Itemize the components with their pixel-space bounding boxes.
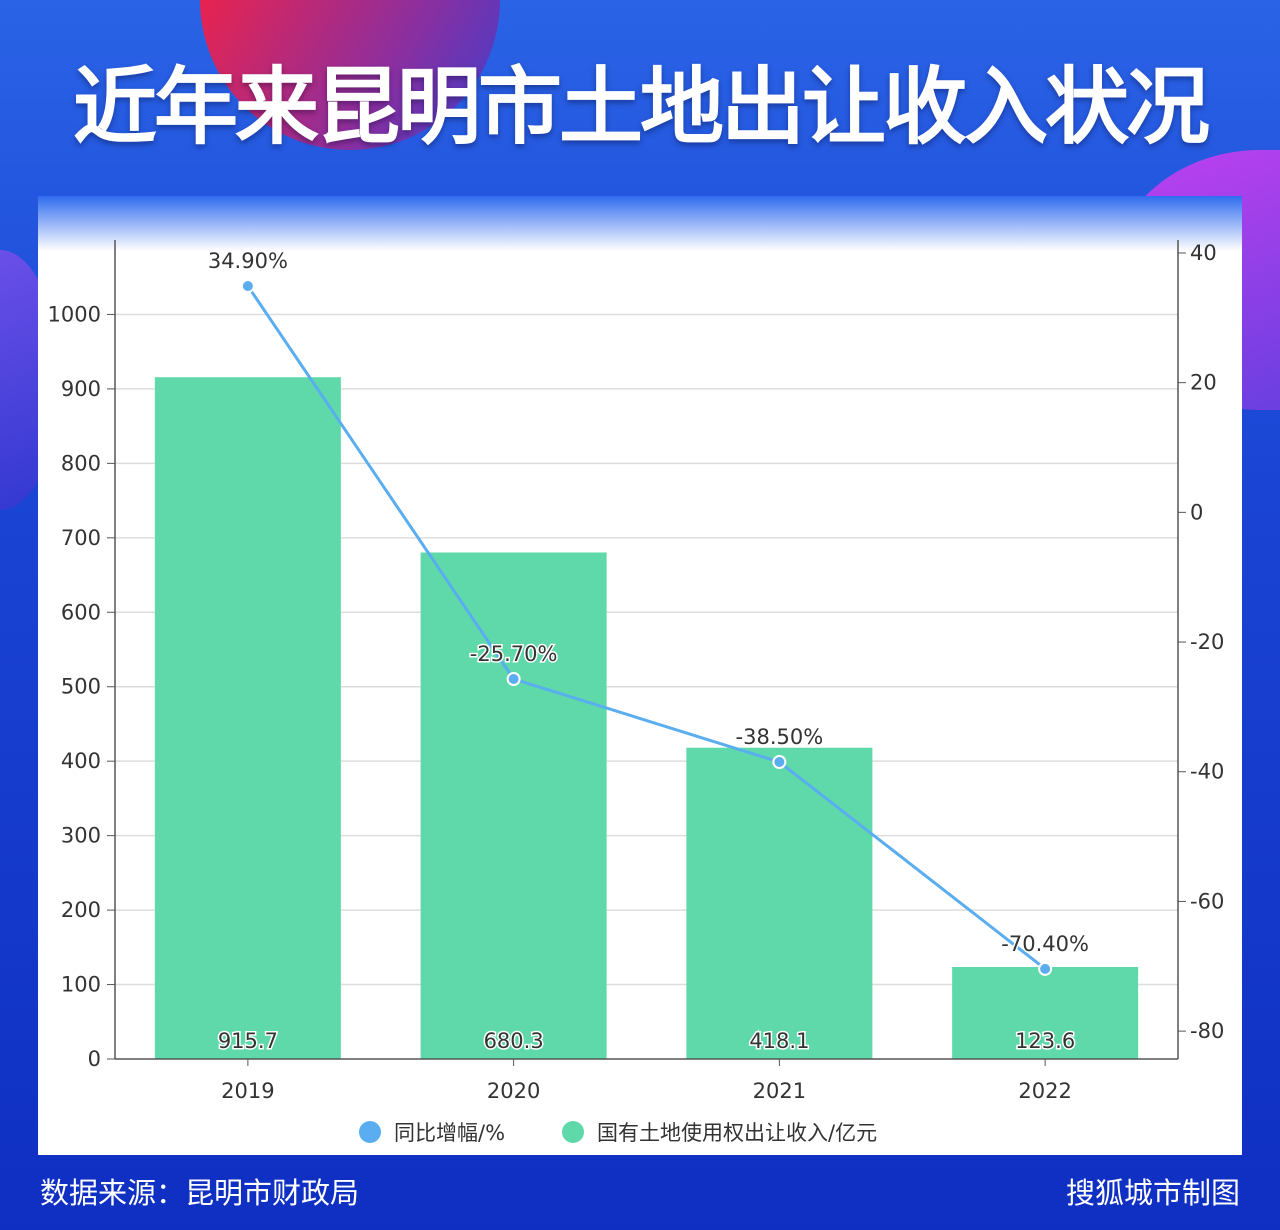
legend-label-revenue: 国有土地使用权出让收入/亿元 bbox=[597, 1121, 877, 1145]
x-tick-label: 2021 bbox=[753, 1079, 806, 1103]
right-tick-label: 0 bbox=[1190, 500, 1203, 524]
bar-value-label: 680.3 bbox=[484, 1029, 544, 1053]
bar-2022 bbox=[952, 966, 1139, 1059]
right-tick-label: -80 bbox=[1190, 1019, 1224, 1043]
left-tick-label: 300 bbox=[61, 824, 101, 848]
bar-value-label: 915.7 bbox=[218, 1029, 278, 1053]
page-title: 近年来昆明市土地出让收入状况 bbox=[72, 58, 1210, 156]
growth-value-label: -38.50% bbox=[736, 725, 824, 749]
bar-value-label: 418.1 bbox=[749, 1029, 809, 1053]
bar-2021 bbox=[686, 747, 873, 1059]
credit: 搜狐城市制图 bbox=[1065, 1176, 1240, 1210]
bar-2019 bbox=[154, 377, 341, 1059]
right-tick-label: -20 bbox=[1190, 630, 1224, 654]
right-tick-label: 20 bbox=[1190, 371, 1217, 395]
left-tick-label: 800 bbox=[61, 451, 101, 475]
left-tick-label: 100 bbox=[61, 973, 101, 997]
x-tick-label: 2022 bbox=[1018, 1079, 1071, 1103]
left-tick-label: 200 bbox=[61, 898, 101, 922]
legend-label-growth: 同比增幅/% bbox=[394, 1121, 505, 1145]
data-source: 数据来源：昆明市财政局 bbox=[40, 1176, 360, 1210]
left-tick-label: 700 bbox=[61, 526, 101, 550]
bar-2020 bbox=[420, 552, 607, 1059]
left-tick-label: 400 bbox=[61, 749, 101, 773]
right-tick-label: -60 bbox=[1190, 889, 1224, 913]
growth-point bbox=[240, 279, 255, 294]
left-tick-label: 0 bbox=[88, 1047, 101, 1071]
growth-point bbox=[506, 672, 521, 687]
growth-line bbox=[246, 285, 1047, 971]
growth-value-label: 34.90% bbox=[208, 249, 288, 273]
growth-point bbox=[772, 755, 787, 770]
left-tick-label: 1000 bbox=[48, 302, 101, 326]
growth-value-label: -70.40% bbox=[1001, 932, 1089, 956]
bar-value-label: 123.6 bbox=[1015, 1029, 1075, 1053]
x-tick-label: 2019 bbox=[221, 1079, 274, 1103]
legend-marker-growth bbox=[359, 1121, 381, 1143]
left-tick-label: 600 bbox=[61, 600, 101, 624]
legend-marker-revenue bbox=[562, 1121, 584, 1143]
left-tick-label: 900 bbox=[61, 377, 101, 401]
right-tick-label: 40 bbox=[1190, 241, 1217, 265]
left-tick-label: 500 bbox=[61, 675, 101, 699]
x-tick-label: 2020 bbox=[487, 1079, 540, 1103]
right-tick-label: -40 bbox=[1190, 760, 1224, 784]
growth-value-label: -25.70% bbox=[470, 642, 558, 666]
growth-point bbox=[1038, 961, 1053, 976]
